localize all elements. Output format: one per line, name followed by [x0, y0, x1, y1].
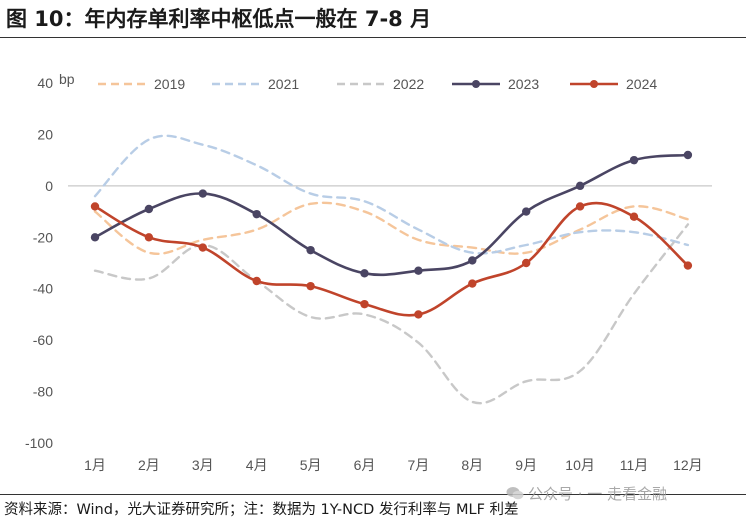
- data-point-2023: [414, 266, 423, 275]
- watermark: 公众号 · 一 走看金融: [506, 483, 667, 504]
- line-chart: 40 20 0 -20 -40 -60 -80 -100 bp 1月 2月 3月 4月 5月 6月 7月 8月…: [25, 71, 712, 473]
- data-point-2023: [360, 269, 369, 278]
- x-tick-label: 9月: [515, 457, 537, 473]
- data-point-2024: [90, 202, 100, 211]
- data-point-2024: [306, 281, 315, 291]
- x-tick-label: 4月: [246, 457, 268, 473]
- source-divider: [0, 494, 746, 495]
- wechat-icon: [506, 487, 524, 500]
- y-tick-label: -80: [33, 384, 53, 400]
- data-point-2024: [522, 258, 531, 268]
- data-point-2023: [252, 209, 261, 219]
- data-point-2023: [468, 256, 477, 265]
- data-point-2024: [414, 310, 423, 319]
- y-axis: 40 20 0 -20 -40 -60 -80 -100 bp: [25, 71, 75, 451]
- legend-marker-2023: [472, 80, 480, 88]
- y-tick-label: 20: [37, 126, 53, 142]
- data-point-2023: [198, 189, 207, 198]
- x-tick-label: 1月: [84, 457, 106, 473]
- source-note: 资料来源：Wind，光大证券研究所；注：数据为 1Y-NCD 发行利率与 MLF…: [4, 502, 519, 518]
- chart-title: 图 10：年内存单利率中枢低点一般在 7-8 月: [6, 7, 432, 31]
- series-group: [90, 134, 693, 405]
- y-tick-label: 0: [45, 178, 53, 194]
- data-point-2023: [90, 233, 100, 242]
- legend-label-2023: 2023: [508, 76, 539, 92]
- x-tick-label: 8月: [461, 457, 483, 473]
- data-point-2024: [468, 279, 477, 288]
- x-tick-label: 2月: [138, 457, 160, 473]
- legend-marker-2024: [590, 80, 598, 88]
- series-line-2024: [93, 201, 690, 317]
- y-tick-label: -40: [33, 281, 53, 297]
- x-tick-label: 3月: [192, 457, 214, 473]
- data-point-2024: [198, 243, 207, 252]
- y-tick-label: -60: [33, 332, 53, 348]
- data-point-2023: [629, 155, 639, 165]
- y-tick-label: 40: [37, 75, 53, 91]
- data-point-2023: [522, 207, 531, 216]
- x-tick-label: 10月: [565, 457, 595, 473]
- data-point-2023: [144, 204, 154, 214]
- y-unit-label: bp: [59, 71, 75, 87]
- y-tick-label: -100: [25, 435, 53, 451]
- y-tick-label: -20: [33, 229, 53, 245]
- legend-label-2024: 2024: [626, 76, 657, 92]
- x-tick-label: 11月: [620, 457, 649, 473]
- data-point-2024: [629, 212, 639, 221]
- data-point-2023: [306, 245, 315, 255]
- data-point-2023: [683, 150, 693, 160]
- data-point-2024: [252, 276, 261, 286]
- data-point-2024: [360, 299, 369, 309]
- series-line-2019: [93, 201, 690, 255]
- data-point-2024: [575, 202, 585, 211]
- x-tick-label: 5月: [300, 457, 322, 473]
- legend-label-2019: 2019: [154, 76, 185, 92]
- watermark-text: 公众号 · 一 走看金融: [528, 485, 668, 503]
- data-point-2024: [144, 233, 154, 242]
- legend: 2019 2021 2022 2023 2024: [98, 76, 657, 92]
- title-divider: [0, 37, 746, 38]
- x-tick-label: 7月: [408, 457, 430, 473]
- x-tick-label: 6月: [354, 457, 376, 473]
- data-point-2024: [683, 261, 693, 270]
- data-point-2023: [575, 181, 585, 191]
- x-tick-label: 12月: [673, 457, 703, 473]
- x-axis: 1月 2月 3月 4月 5月 6月 7月 8月 9月 10月 11月 12月: [68, 185, 712, 473]
- legend-label-2021: 2021: [268, 76, 299, 92]
- legend-label-2022: 2022: [393, 76, 424, 92]
